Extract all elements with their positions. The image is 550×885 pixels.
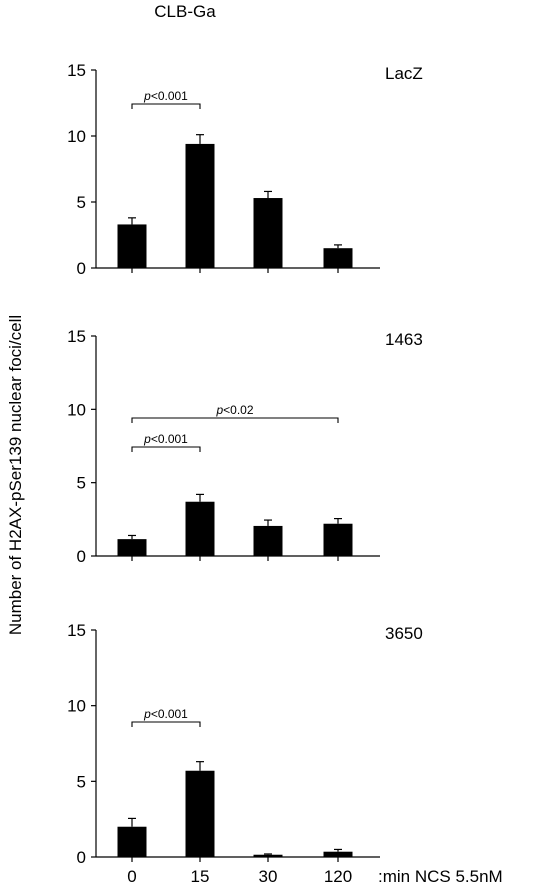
p-symbol: p bbox=[143, 432, 151, 446]
y-axis-label: Number of H2AX-pSer139 nuclear foci/cell bbox=[6, 315, 25, 635]
y-tick-label: 0 bbox=[77, 848, 86, 867]
bar-30 bbox=[253, 198, 283, 268]
x-axis-note: :min NCS 5.5nM bbox=[378, 867, 503, 885]
bar-120 bbox=[323, 248, 353, 268]
bar-120 bbox=[323, 523, 353, 556]
significance-bracket bbox=[131, 446, 201, 452]
panel-label: LacZ bbox=[385, 64, 423, 83]
bar-30 bbox=[253, 525, 283, 556]
p-threshold: <0.02 bbox=[223, 403, 254, 417]
p-symbol: p bbox=[215, 403, 223, 417]
x-category-label: 30 bbox=[259, 867, 278, 885]
bar-15 bbox=[185, 143, 215, 268]
p-threshold: <0.001 bbox=[151, 89, 188, 103]
bar-120 bbox=[323, 851, 353, 857]
bar-0 bbox=[117, 826, 147, 857]
significance-bracket bbox=[131, 417, 339, 423]
y-tick-label: 10 bbox=[67, 697, 86, 716]
bar-30 bbox=[253, 854, 283, 857]
p-value-label: p<0.001 bbox=[143, 707, 188, 721]
p-value-label: p<0.001 bbox=[143, 89, 188, 103]
p-value-label: p<0.001 bbox=[143, 432, 188, 446]
p-value-label: p<0.02 bbox=[215, 403, 253, 417]
bar-15 bbox=[185, 501, 215, 556]
y-tick-label: 15 bbox=[67, 61, 86, 80]
bar-0 bbox=[117, 539, 147, 556]
x-category-label: 0 bbox=[127, 867, 136, 885]
panel-3650: 0 5 10 15 3650 p<0.001 bbox=[67, 621, 423, 867]
panel-lacz: 0 5 10 15 LacZ p<0.001 bbox=[67, 61, 423, 278]
panel-label: 3650 bbox=[385, 624, 423, 643]
x-category-label: 15 bbox=[191, 867, 210, 885]
p-symbol: p bbox=[143, 89, 151, 103]
y-tick-label: 5 bbox=[77, 772, 86, 791]
y-tick-label: 10 bbox=[67, 400, 86, 419]
p-threshold: <0.001 bbox=[151, 707, 188, 721]
y-tick-label: 0 bbox=[77, 547, 86, 566]
significance-bracket bbox=[131, 103, 201, 109]
y-tick-label: 0 bbox=[77, 259, 86, 278]
x-category-label: 120 bbox=[324, 867, 352, 885]
y-tick-label: 15 bbox=[67, 621, 86, 640]
bar-15 bbox=[185, 770, 215, 857]
y-tick-label: 15 bbox=[67, 327, 86, 346]
y-tick-label: 5 bbox=[77, 193, 86, 212]
bar-0 bbox=[117, 224, 147, 268]
y-tick-label: 10 bbox=[67, 127, 86, 146]
significance-bracket bbox=[131, 721, 201, 727]
y-tick-label: 5 bbox=[77, 474, 86, 493]
p-threshold: <0.001 bbox=[151, 432, 188, 446]
chart-title: CLB-Ga bbox=[154, 2, 216, 21]
panel-label: 1463 bbox=[385, 330, 423, 349]
p-symbol: p bbox=[143, 707, 151, 721]
